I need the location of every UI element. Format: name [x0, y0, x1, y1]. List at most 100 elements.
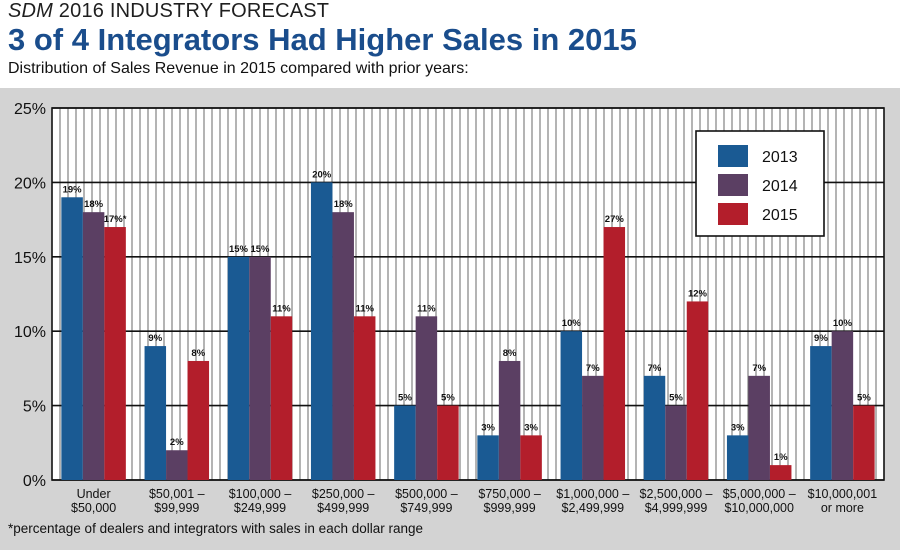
bar-2015: [769, 465, 792, 480]
x-tick-label: $100,000 –: [229, 487, 292, 501]
kicker-magazine: SDM: [8, 0, 54, 22]
x-tick-label: $10,000,000: [724, 501, 794, 515]
x-tick-label: $749,999: [400, 501, 452, 515]
x-tick-label: $99,999: [154, 501, 199, 515]
data-label-2015: 27%: [605, 214, 625, 225]
x-tick-label: $10,000,001: [808, 487, 878, 501]
bar-2013: [560, 331, 583, 480]
x-tick-label: $750,000 –: [478, 487, 541, 501]
kicker-rest: 2016 INDUSTRY FORECAST: [53, 0, 330, 22]
legend-label-2014: 2014: [762, 178, 798, 195]
bar-2013: [726, 435, 749, 480]
chart-kicker: SDM 2016 INDUSTRY FORECAST: [8, 0, 329, 23]
x-tick-label: $50,001 –: [149, 487, 205, 501]
bar-2014: [415, 316, 438, 480]
bar-2014: [166, 450, 188, 480]
bar-2013: [477, 435, 499, 480]
bar-2014: [831, 331, 854, 480]
data-label-2013: 3%: [731, 422, 745, 433]
chart-subtitle: Distribution of Sales Revenue in 2015 co…: [8, 60, 469, 77]
legend-swatch-2015: [718, 203, 748, 225]
x-tick-label: $249,999: [234, 501, 286, 515]
footnote: *percentage of dealers and integrators w…: [8, 521, 424, 536]
data-label-2015: 17%*: [104, 214, 127, 225]
y-tick-label: 25%: [14, 101, 46, 118]
y-tick-label: 10%: [14, 324, 46, 341]
data-label-2014: 2%: [170, 437, 184, 448]
bars: [61, 182, 875, 480]
legend-box: [695, 130, 825, 237]
legend-swatch-2014: [718, 174, 748, 196]
data-label-2014: 18%: [84, 199, 104, 210]
data-label-2013: 9%: [148, 333, 162, 344]
bar-2014: [332, 212, 354, 480]
data-label-2015: 1%: [774, 452, 788, 463]
bar-2014: [249, 256, 271, 480]
x-tick-label: $50,000: [71, 501, 116, 515]
bar-2013: [227, 256, 250, 480]
data-label-2014: 7%: [586, 363, 600, 374]
bar-2015: [270, 316, 293, 480]
data-label-2013: 15%: [229, 244, 249, 255]
bar-2014: [665, 405, 687, 480]
x-tick-label: $2,499,999: [562, 501, 625, 515]
data-labels: 19%18%17%*9%2%8%15% 15%11%20%18%11%5%11%5…: [63, 169, 872, 463]
x-tick-label: $500,000 –: [395, 487, 458, 501]
legend-swatch-2013: [718, 145, 748, 167]
x-tick-label: $499,999: [317, 501, 369, 515]
data-label-2015: 12%: [688, 288, 708, 299]
legend: 2013 2014 2015: [695, 130, 825, 237]
x-tick-label: $5,000,000 –: [723, 487, 796, 501]
bar-2015: [520, 435, 542, 480]
data-label-2014: 8%: [503, 348, 517, 359]
bar-2013: [810, 346, 832, 480]
data-label-2013: 5%: [398, 393, 412, 404]
bar-2013: [310, 182, 333, 480]
y-tick-label: 0%: [23, 473, 46, 490]
y-tick-label: 5%: [23, 399, 46, 416]
bar-2015: [187, 360, 210, 480]
data-label-2014: 18%: [334, 199, 354, 210]
data-label-2015: 8%: [191, 348, 205, 359]
x-tick-label: or more: [821, 501, 864, 515]
x-tick-label: $2,500,000 –: [640, 487, 713, 501]
bar-2013: [144, 346, 167, 480]
bar-2014: [582, 375, 604, 480]
bar-2015: [353, 316, 376, 480]
data-label-2014: 5%: [669, 393, 683, 404]
bar-2013: [394, 405, 416, 480]
data-label-2015: 5%: [857, 393, 871, 404]
data-label-2015: 3%: [524, 422, 538, 433]
data-label-2013: 3%: [481, 422, 495, 433]
data-label-2013: 10%: [562, 318, 582, 329]
data-label-2013: 7%: [648, 363, 662, 374]
x-tick-label: Under: [77, 487, 111, 501]
data-label-2014: 7%: [752, 363, 766, 374]
data-label-2014: 10%: [833, 318, 853, 329]
legend-label-2015: 2015: [762, 207, 798, 224]
x-tick-label: $250,000 –: [312, 487, 375, 501]
bar-2013: [643, 375, 666, 480]
bar-2015: [603, 227, 626, 480]
data-label-2015: 11%: [355, 303, 374, 314]
plot-frame: [51, 107, 885, 481]
bar-2014: [498, 360, 521, 480]
x-tick-label: $999,999: [484, 501, 536, 515]
data-label-2015: 11%: [272, 303, 291, 314]
bar-2015: [853, 405, 875, 480]
x-tick-label: $1,000,000 –: [556, 487, 629, 501]
data-label-2013: 20%: [312, 169, 332, 180]
legend-label-2013: 2013: [762, 149, 798, 166]
bar-2014: [82, 212, 105, 480]
data-label-2014: 11%: [417, 303, 436, 314]
bar-2015: [104, 227, 126, 480]
data-label-2015: 5%: [441, 393, 455, 404]
y-tick-label: 20%: [14, 175, 46, 192]
chart-title: 3 of 4 Integrators Had Higher Sales in 2…: [8, 22, 637, 57]
bar-2015: [437, 405, 459, 480]
x-tick-label: $4,999,999: [645, 501, 708, 515]
data-label-2013: 9%: [814, 333, 828, 344]
data-label-2013: 19%: [63, 184, 83, 195]
y-tick-label: 15%: [14, 250, 46, 267]
